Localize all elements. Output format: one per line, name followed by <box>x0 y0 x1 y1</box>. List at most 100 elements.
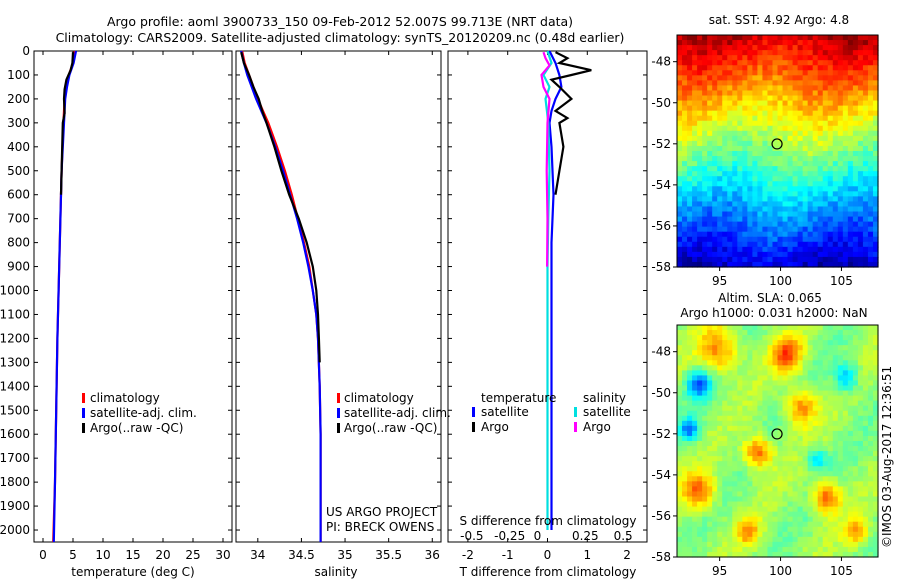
map-cell <box>752 196 759 203</box>
map-cell <box>782 110 789 117</box>
map-cell <box>772 345 779 351</box>
map-cell <box>707 85 713 92</box>
map-cell <box>792 145 799 152</box>
map-cell <box>702 95 708 102</box>
map-cell <box>727 161 733 167</box>
map-cell <box>862 476 869 482</box>
map-cell <box>792 441 799 447</box>
map-cell <box>807 181 814 187</box>
map-cell <box>797 335 804 341</box>
map-cell <box>817 70 824 76</box>
map-cell <box>722 206 728 213</box>
map-cell <box>807 251 814 258</box>
map-cell <box>802 246 809 253</box>
map-cell <box>782 541 789 548</box>
map-cell <box>677 425 683 432</box>
map-cell <box>692 251 698 258</box>
map-cell <box>697 516 703 523</box>
map-cell <box>782 466 789 472</box>
map-cell <box>752 216 759 223</box>
map-cell <box>782 400 789 407</box>
map-cell <box>737 405 743 412</box>
map-cell <box>697 425 703 432</box>
map-cell <box>677 451 683 457</box>
map-cell <box>847 385 854 392</box>
map-cell <box>717 50 723 56</box>
map-cell <box>717 161 723 167</box>
map-cell <box>827 166 834 172</box>
map-cell <box>722 541 728 548</box>
map-cell <box>817 181 824 187</box>
map-cell <box>822 120 829 127</box>
y-tick-label: 100 <box>7 68 30 82</box>
map-cell <box>702 261 708 268</box>
map-cell <box>692 350 698 356</box>
map-cell <box>702 135 708 142</box>
map-cell <box>802 176 809 182</box>
map-cell <box>842 80 849 87</box>
map-cell <box>792 40 799 46</box>
map-cell <box>757 246 764 253</box>
map-cell <box>817 226 824 233</box>
map-cell <box>677 85 683 92</box>
map-cell <box>742 521 748 528</box>
map-cell <box>782 176 789 182</box>
y-tick-label: 1600 <box>0 427 30 441</box>
sst-argo-location-marker <box>771 138 783 150</box>
map-cell <box>702 130 708 137</box>
map-cell <box>797 145 804 152</box>
map-cell <box>867 60 874 66</box>
map-cell <box>762 105 769 112</box>
map-cell <box>752 251 759 258</box>
map-cell <box>737 521 743 528</box>
map-cell <box>707 551 713 558</box>
map-cell <box>717 100 723 107</box>
map-cell <box>702 65 708 71</box>
map-cell <box>677 385 683 392</box>
map-cell <box>862 390 869 397</box>
map-cell <box>792 425 799 432</box>
map-cell <box>772 90 779 97</box>
map-cell <box>747 196 753 203</box>
map-cell <box>707 181 713 187</box>
map-cell <box>737 161 743 167</box>
map-cell <box>682 156 688 162</box>
map-cell <box>872 420 879 427</box>
legend-swatch-argo <box>82 423 85 433</box>
map-cell <box>867 40 874 46</box>
map-cell <box>707 471 713 477</box>
map-cell <box>772 385 779 392</box>
map-cell <box>772 226 779 233</box>
map-cell <box>832 130 839 137</box>
map-cell <box>777 335 784 341</box>
map-cell <box>847 80 854 87</box>
map-cell <box>787 176 794 182</box>
map-cell <box>722 221 728 228</box>
map-cell <box>772 380 779 387</box>
map-cell <box>692 375 698 382</box>
sla-argo-location-marker <box>771 428 783 440</box>
map-cell <box>852 90 859 97</box>
map-cell <box>702 481 708 487</box>
map-cell <box>872 491 879 498</box>
map-cell <box>707 385 713 392</box>
map-cell <box>847 471 854 477</box>
map-cell <box>712 476 718 482</box>
map-cell <box>862 181 869 187</box>
map-cell <box>787 360 794 366</box>
map-cell <box>812 145 819 152</box>
map-cell <box>797 135 804 142</box>
map-cell <box>872 85 879 92</box>
map-cell <box>747 405 753 412</box>
map-cell <box>857 115 864 122</box>
map-cell <box>802 365 809 371</box>
map-cell <box>717 95 723 102</box>
map-cell <box>742 435 748 442</box>
map-cell <box>757 45 764 51</box>
map-cell <box>707 365 713 371</box>
map-cell <box>797 95 804 102</box>
map-cell <box>682 360 688 366</box>
map-cell <box>712 335 718 341</box>
map-cell <box>712 105 718 112</box>
map-cell <box>752 451 759 457</box>
